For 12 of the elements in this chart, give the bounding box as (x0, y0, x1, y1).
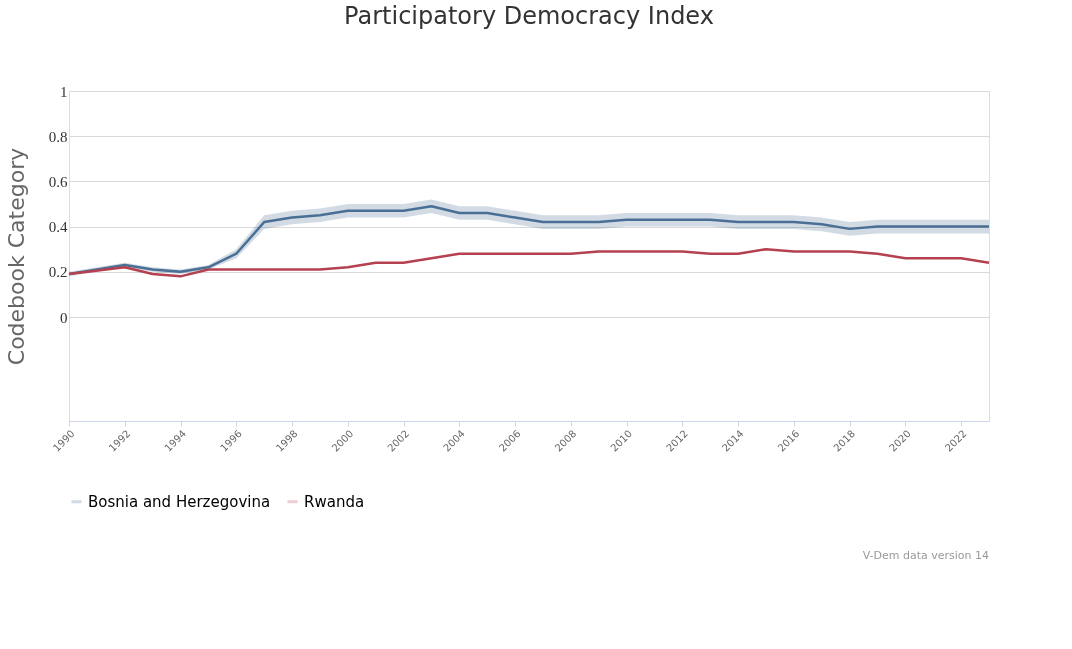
legend-label: Rwanda (304, 492, 365, 511)
line-series (67, 247, 991, 278)
y-tick-label: 0.2 (48, 264, 68, 281)
legend-label: Bosnia and Herzegovina (88, 492, 271, 511)
text: V-Dem data version 14 (862, 549, 989, 562)
chart-title: Participatory Democracy Index (344, 2, 714, 30)
y-tick-label: 0.8 (48, 128, 68, 145)
y-tick-label: 0.4 (48, 219, 68, 236)
y-tick-label: 0.6 (48, 173, 68, 190)
y-tick-label: 0 (60, 309, 68, 326)
y-axis-title: Codebook Category (3, 147, 29, 366)
y-tick-label: 1 (60, 83, 68, 100)
